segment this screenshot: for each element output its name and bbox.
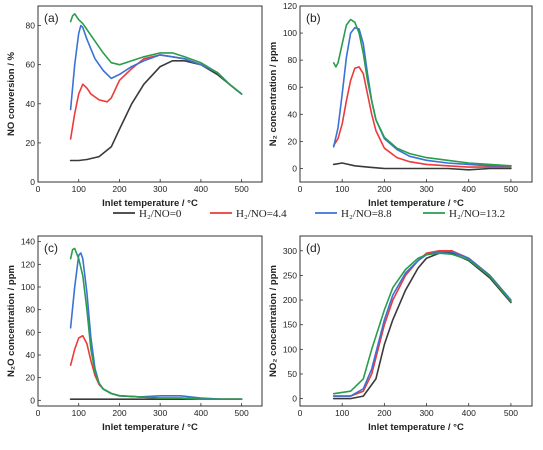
y-axis-label: N₂ concentration / ppm [268, 42, 279, 147]
panel-d: 0 100 200 300 400 500 0 50 100 150 200 250 300 Inlet … [268, 235, 533, 433]
x-tick-label: 300 [153, 184, 167, 194]
y-tick-label: 200 [283, 295, 297, 305]
y-tick-label: 20 [26, 138, 36, 148]
x-tick-label: 100 [335, 408, 349, 418]
y-tick-label: 20 [26, 373, 36, 383]
series-line-h2no4.4 [332, 66, 512, 168]
x-axis-label: Inlet temperature / °C [368, 198, 464, 209]
plot-frame [299, 5, 533, 183]
y-tick-label: 50 [288, 369, 298, 379]
x-tick-label: 400 [462, 184, 476, 194]
y-axis-label: NO conversion / % [6, 51, 17, 135]
x-tick-label: 0 [298, 184, 303, 194]
series-line-h2no8.8 [332, 251, 512, 397]
x-tick-label: 0 [36, 184, 41, 194]
series-line-h2no8.8 [332, 26, 512, 167]
y-tick-label: 300 [283, 246, 297, 256]
series-line-h2no13.2 [332, 18, 512, 167]
legend-entry: H₂/NO=13.2 [449, 208, 505, 220]
legend-entry: H₂/NO=8.8 [341, 208, 392, 220]
series-line-h2no13.2 [69, 247, 243, 401]
x-tick-label: 200 [377, 408, 391, 418]
y-tick-label: 80 [26, 21, 36, 31]
x-tick-label: 300 [153, 408, 167, 418]
x-axis-label: Inlet temperature / °C [102, 422, 198, 433]
y-tick-label: 250 [283, 270, 297, 280]
x-axis-label: Inlet temperature / °C [368, 422, 464, 433]
x-tick-label: 500 [504, 184, 518, 194]
y-tick-label: 150 [283, 320, 297, 330]
legend-entry: H₂/NO=0 [139, 208, 182, 220]
x-tick-label: 300 [419, 184, 433, 194]
y-tick-label: 140 [21, 237, 35, 247]
y-tick-label: 100 [283, 344, 297, 354]
y-tick-label: 20 [288, 136, 298, 146]
y-tick-label: 40 [288, 109, 298, 119]
series-line-h2no13.2 [69, 13, 243, 95]
y-tick-label: 40 [26, 350, 36, 360]
series-line-h2no8.8 [69, 24, 243, 111]
x-axis-label: Inlet temperature / °C [102, 198, 198, 209]
panel-label: (b) [306, 11, 321, 25]
y-tick-label: 0 [30, 395, 35, 405]
x-tick-label: 400 [462, 408, 476, 418]
x-tick-label: 200 [112, 184, 126, 194]
panel-b: 0 100 200 300 400 500 0 20 40 60 80 100 120 Inlet tem… [268, 1, 533, 209]
plot-frame [299, 235, 533, 407]
series-line-h2no13.2 [332, 252, 512, 395]
x-tick-label: 500 [504, 408, 518, 418]
series-line-h2no0 [69, 59, 243, 162]
x-tick-label: 100 [335, 184, 349, 194]
series-line-h2no0 [332, 162, 512, 171]
series-line-h2no4.4 [69, 54, 243, 140]
panel-a: 0 100 200 300 400 500 0 20 40 60 80 Inlet temperatu… [6, 5, 263, 209]
y-tick-label: 100 [21, 282, 35, 292]
panel-label: (c) [44, 241, 58, 255]
x-tick-label: 0 [298, 408, 303, 418]
x-tick-label: 200 [377, 184, 391, 194]
y-tick-label: 120 [283, 1, 297, 11]
panel-c: 0 100 200 300 400 500 0 20 40 60 80 100 120 140 Inlet … [6, 235, 263, 433]
y-tick-label: 120 [21, 259, 35, 269]
y-tick-label: 100 [283, 28, 297, 38]
plot-frame [37, 235, 263, 407]
plot-frame [37, 5, 263, 183]
legend-entry: H₂/NO=4.4 [236, 208, 287, 220]
x-tick-label: 300 [419, 408, 433, 418]
y-tick-label: 80 [26, 305, 36, 315]
x-tick-label: 500 [235, 184, 249, 194]
y-tick-label: 40 [26, 99, 36, 109]
y-tick-label: 0 [292, 394, 297, 404]
y-tick-label: 60 [26, 60, 36, 70]
x-tick-label: 100 [72, 408, 86, 418]
x-tick-label: 0 [36, 408, 41, 418]
y-axis-label: NO₂ concentration / ppm [268, 265, 279, 377]
series-line-h2no0 [332, 252, 512, 400]
panel-label: (a) [44, 11, 59, 25]
legend: H₂/NO=0 H₂/NO=4.4 H₂/NO=8.8 H₂/NO=13.2 [113, 208, 505, 220]
x-tick-label: 400 [194, 408, 208, 418]
y-axis-label: N₂O concentration / ppm [6, 265, 17, 377]
y-tick-label: 60 [288, 82, 298, 92]
x-tick-label: 100 [72, 184, 86, 194]
y-tick-label: 80 [288, 55, 298, 65]
y-tick-label: 60 [26, 327, 36, 337]
x-tick-label: 500 [235, 408, 249, 418]
y-tick-label: 0 [292, 163, 297, 173]
panel-label: (d) [306, 241, 321, 255]
y-tick-label: 0 [30, 177, 35, 187]
x-tick-label: 400 [194, 184, 208, 194]
series-line-h2no4.4 [69, 334, 243, 401]
x-tick-label: 200 [112, 408, 126, 418]
